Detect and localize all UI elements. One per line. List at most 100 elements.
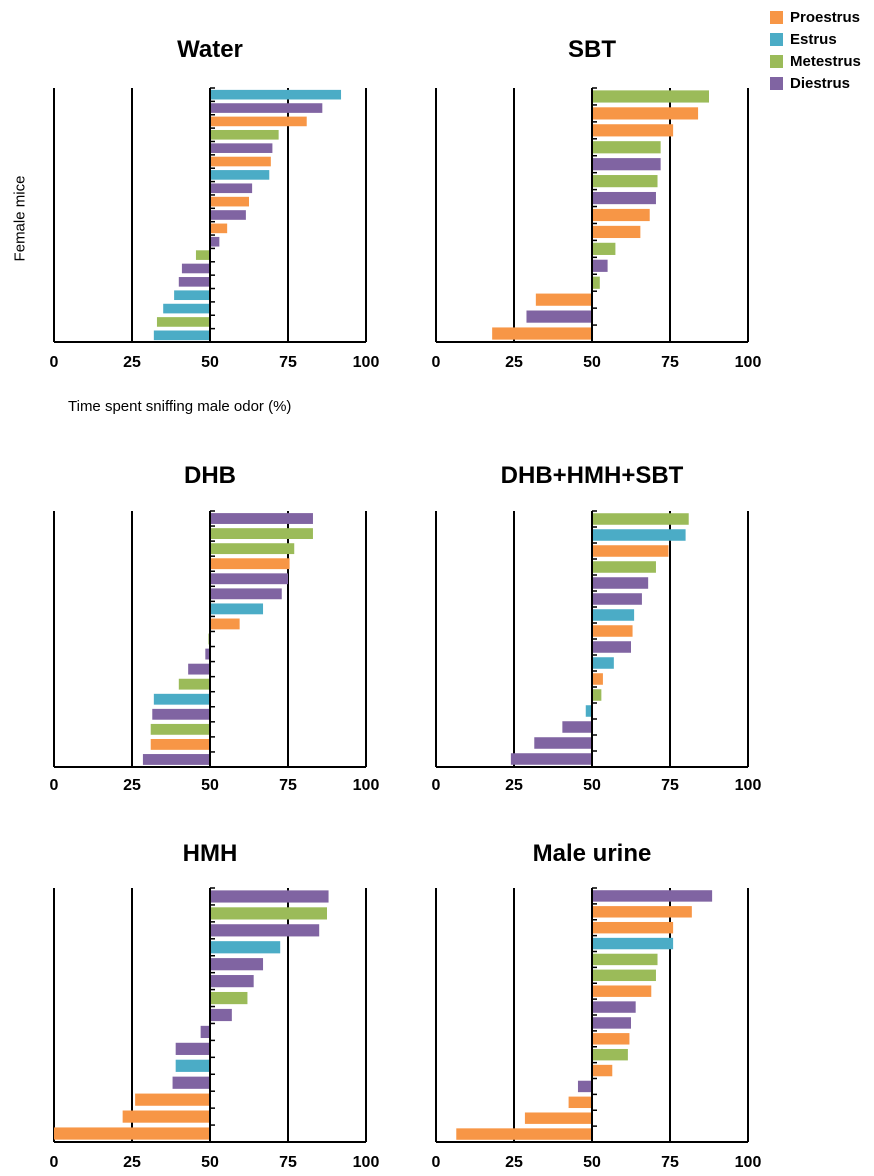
bar-hmh-13 — [135, 1093, 210, 1106]
bar-dhb-1 — [210, 513, 313, 524]
bar-male-urine-16 — [456, 1128, 592, 1140]
chart-title-hmh: HMH — [182, 840, 238, 867]
bar-hmh-5 — [210, 958, 264, 971]
x-tick-label: 75 — [661, 777, 679, 794]
x-tick-label: 25 — [505, 777, 523, 794]
panel-water — [53, 87, 367, 343]
legend-swatch-proestrus — [770, 10, 783, 24]
bar-dhb-15 — [150, 723, 210, 735]
bar-hmh-15 — [54, 1127, 210, 1140]
bar-sbt-4 — [592, 141, 661, 154]
x-tick-label: 75 — [279, 777, 297, 794]
bar-dhb-hmh-sbt-12 — [592, 689, 602, 701]
x-tick-label: 50 — [201, 354, 219, 371]
bar-dhb-hmh-sbt-11 — [592, 673, 603, 685]
bar-water-5 — [210, 143, 273, 153]
x-tick-label: 50 — [583, 354, 601, 371]
bar-male-urine-4 — [592, 937, 674, 950]
bar-hmh-9 — [200, 1025, 210, 1039]
bar-water-16 — [174, 290, 210, 301]
bar-dhb-10 — [205, 648, 210, 660]
bar-dhb-14 — [152, 708, 210, 720]
x-tick-label: 75 — [661, 1154, 679, 1171]
chart-title-dhb: DHB — [184, 462, 236, 489]
x-tick-label: 75 — [279, 354, 297, 371]
panel-dhb-hmh-sbt — [435, 510, 749, 768]
bar-water-14 — [181, 263, 210, 274]
bar-dhb-hmh-sbt-13 — [585, 705, 592, 717]
bar-male-urine-13 — [577, 1080, 592, 1093]
legend-item-estrus: Estrus — [770, 28, 861, 50]
bar-hmh-8 — [210, 1008, 232, 1022]
bar-water-4 — [210, 129, 279, 140]
bar-water-11 — [210, 223, 228, 234]
chart-title-male-urine: Male urine — [532, 840, 652, 867]
bar-sbt-7 — [592, 191, 656, 205]
bar-hmh-6 — [210, 975, 254, 988]
x-tick-label: 25 — [123, 354, 141, 371]
x-tick-label: 25 — [505, 354, 523, 371]
chart-title-water: Water — [177, 36, 243, 63]
x-tick-label: 100 — [734, 777, 762, 794]
bar-male-urine-3 — [592, 921, 674, 934]
bar-water-13 — [195, 250, 210, 260]
bar-hmh-3 — [210, 924, 320, 937]
x-tick-label: 50 — [201, 1154, 219, 1171]
bar-sbt-12 — [592, 276, 600, 289]
x-tick-label: 75 — [279, 1154, 297, 1171]
bar-dhb-hmh-sbt-1 — [592, 513, 689, 525]
bar-dhb-12 — [178, 678, 210, 690]
x-tick-label: 25 — [505, 1154, 523, 1171]
bar-sbt-3 — [592, 124, 674, 137]
bar-dhb-hmh-sbt-5 — [592, 577, 649, 589]
bar-dhb-13 — [153, 693, 210, 705]
bar-hmh-10 — [175, 1042, 210, 1055]
legend-swatch-diestrus — [770, 76, 783, 90]
bar-hmh-14 — [122, 1110, 210, 1123]
bar-hmh-11 — [175, 1059, 210, 1072]
bar-dhb-4 — [210, 558, 290, 570]
bar-hmh-4 — [210, 941, 281, 954]
bar-dhb-16 — [150, 738, 210, 750]
bar-water-12 — [210, 236, 220, 247]
x-tick-label: 50 — [201, 777, 219, 794]
bar-male-urine-2 — [592, 906, 692, 918]
legend-label-metestrus: Metestrus — [790, 52, 861, 70]
x-tick-label: 100 — [352, 354, 380, 371]
bar-dhb-3 — [210, 543, 295, 555]
bar-male-urine-8 — [592, 1001, 636, 1013]
bar-water-8 — [210, 183, 253, 194]
bar-male-urine-1 — [592, 890, 713, 902]
panel-sbt — [435, 87, 749, 343]
legend-label-estrus: Estrus — [790, 30, 837, 48]
bar-water-18 — [156, 317, 210, 327]
legend-swatch-metestrus — [770, 54, 783, 68]
bar-water-7 — [210, 170, 270, 180]
legend: Proestrus Estrus Metestrus Diestrus — [770, 6, 861, 94]
bar-dhb-hmh-sbt-9 — [592, 641, 631, 653]
x-tick-label: 0 — [431, 777, 441, 794]
bar-dhb-hmh-sbt-8 — [592, 625, 633, 637]
bar-male-urine-7 — [592, 985, 652, 997]
bar-sbt-10 — [592, 242, 616, 255]
x-tick-label: 25 — [123, 777, 141, 794]
legend-label-proestrus: Proestrus — [790, 8, 861, 26]
panel-hmh — [53, 887, 367, 1143]
bar-sbt-2 — [592, 107, 699, 120]
bar-dhb-hmh-sbt-4 — [592, 561, 656, 573]
bar-male-urine-10 — [592, 1033, 630, 1045]
bar-sbt-5 — [592, 158, 661, 171]
bar-dhb-17 — [142, 754, 210, 765]
legend-item-diestrus: Diestrus — [770, 72, 861, 94]
x-tick-label: 0 — [49, 777, 59, 794]
bar-dhb-11 — [188, 663, 210, 675]
bar-dhb-6 — [210, 588, 282, 600]
bar-water-15 — [178, 277, 210, 287]
bar-male-urine-12 — [592, 1064, 613, 1077]
bar-dhb-8 — [210, 618, 240, 630]
bar-male-urine-9 — [592, 1017, 631, 1029]
panel-male-urine — [435, 887, 749, 1143]
panel-dhb — [53, 510, 367, 768]
